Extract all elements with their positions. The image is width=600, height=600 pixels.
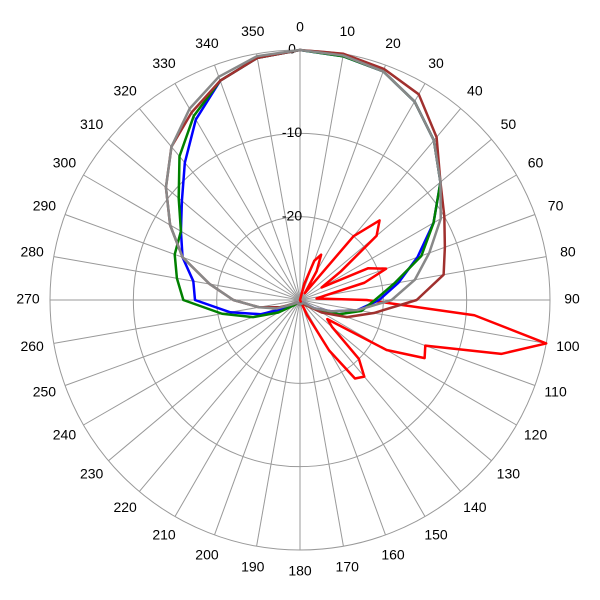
angle-label: 180 (288, 563, 312, 579)
angle-label: 110 (544, 384, 567, 400)
angle-label: 170 (336, 559, 360, 575)
angle-label: 150 (424, 526, 448, 542)
spoke (83, 174, 301, 301)
angle-label: 100 (556, 338, 580, 354)
spoke (299, 83, 426, 301)
angle-label: 190 (241, 559, 265, 575)
spoke (138, 108, 301, 301)
spoke (256, 53, 301, 301)
angle-label: 130 (497, 466, 521, 482)
angle-label: 310 (80, 116, 104, 132)
ring (132, 132, 468, 468)
angle-label: 240 (53, 427, 77, 443)
spoke (299, 53, 344, 301)
angle-label: 20 (385, 35, 401, 51)
r-tick-label: -20 (282, 207, 302, 223)
angle-label: 280 (20, 243, 44, 259)
angle-label: 140 (463, 499, 487, 515)
angle-label: 80 (560, 243, 576, 259)
angle-label: 210 (152, 526, 176, 542)
series-line (298, 219, 548, 380)
angle-label: 330 (152, 55, 176, 71)
angle-label: 250 (33, 384, 57, 400)
angle-label: 160 (381, 546, 405, 562)
angle-label: 60 (528, 155, 544, 171)
ring (216, 216, 384, 384)
angle-label: 200 (195, 546, 219, 562)
angle-label: 270 (16, 291, 40, 307)
spoke (138, 299, 301, 492)
angle-label: 230 (80, 466, 104, 482)
spoke (214, 299, 301, 536)
spoke (108, 138, 301, 301)
spoke (299, 138, 492, 301)
angle-label: 90 (564, 291, 580, 307)
angle-label: 70 (548, 198, 564, 214)
angle-label: 10 (339, 23, 355, 39)
angle-label: 30 (428, 55, 444, 71)
spoke (214, 64, 301, 301)
spoke (174, 299, 301, 517)
angle-label: 260 (20, 338, 44, 354)
r-tick-label: -10 (282, 124, 302, 140)
spoke (83, 299, 301, 426)
spoke (299, 299, 517, 426)
r-tick-label: 0 (288, 41, 296, 57)
spoke (299, 256, 547, 301)
angle-label: 0 (296, 19, 304, 35)
angle-label: 320 (113, 82, 137, 98)
spoke (299, 299, 547, 344)
spoke (299, 299, 462, 492)
angle-label: 220 (113, 499, 137, 515)
angle-label: 340 (195, 35, 219, 51)
angle-label: 350 (241, 23, 265, 39)
angle-label: 300 (53, 155, 77, 171)
angle-label: 120 (524, 427, 548, 443)
angle-label: 290 (33, 198, 57, 214)
spoke (299, 299, 386, 536)
spoke (299, 174, 517, 301)
spoke (108, 299, 301, 462)
series-line (164, 48, 442, 313)
spoke (299, 299, 344, 547)
angle-label: 50 (501, 116, 517, 132)
angle-label: 40 (467, 82, 483, 98)
spoke (256, 299, 301, 547)
